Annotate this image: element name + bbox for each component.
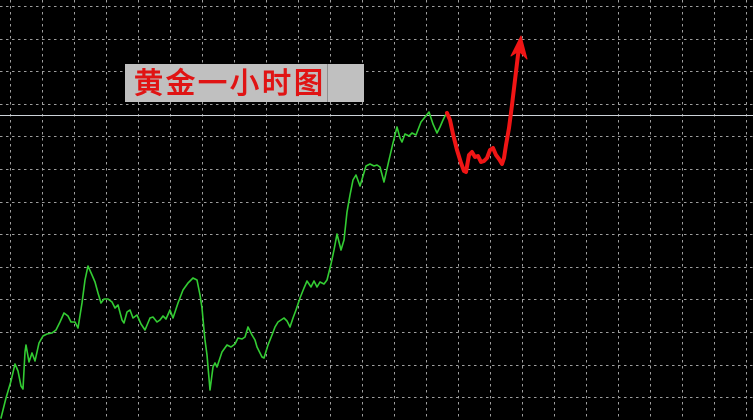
gold-price-1h-line[interactable] — [0, 111, 447, 419]
annotation-frame-divider — [327, 64, 328, 102]
forecast-annotation-line[interactable] — [445, 40, 522, 174]
trend-arrow-head-icon — [510, 35, 528, 60]
chart-annotation-text: 黄金一小时图 — [134, 65, 327, 100]
chart-annotation-label[interactable]: 黄金一小时图 — [125, 64, 364, 102]
